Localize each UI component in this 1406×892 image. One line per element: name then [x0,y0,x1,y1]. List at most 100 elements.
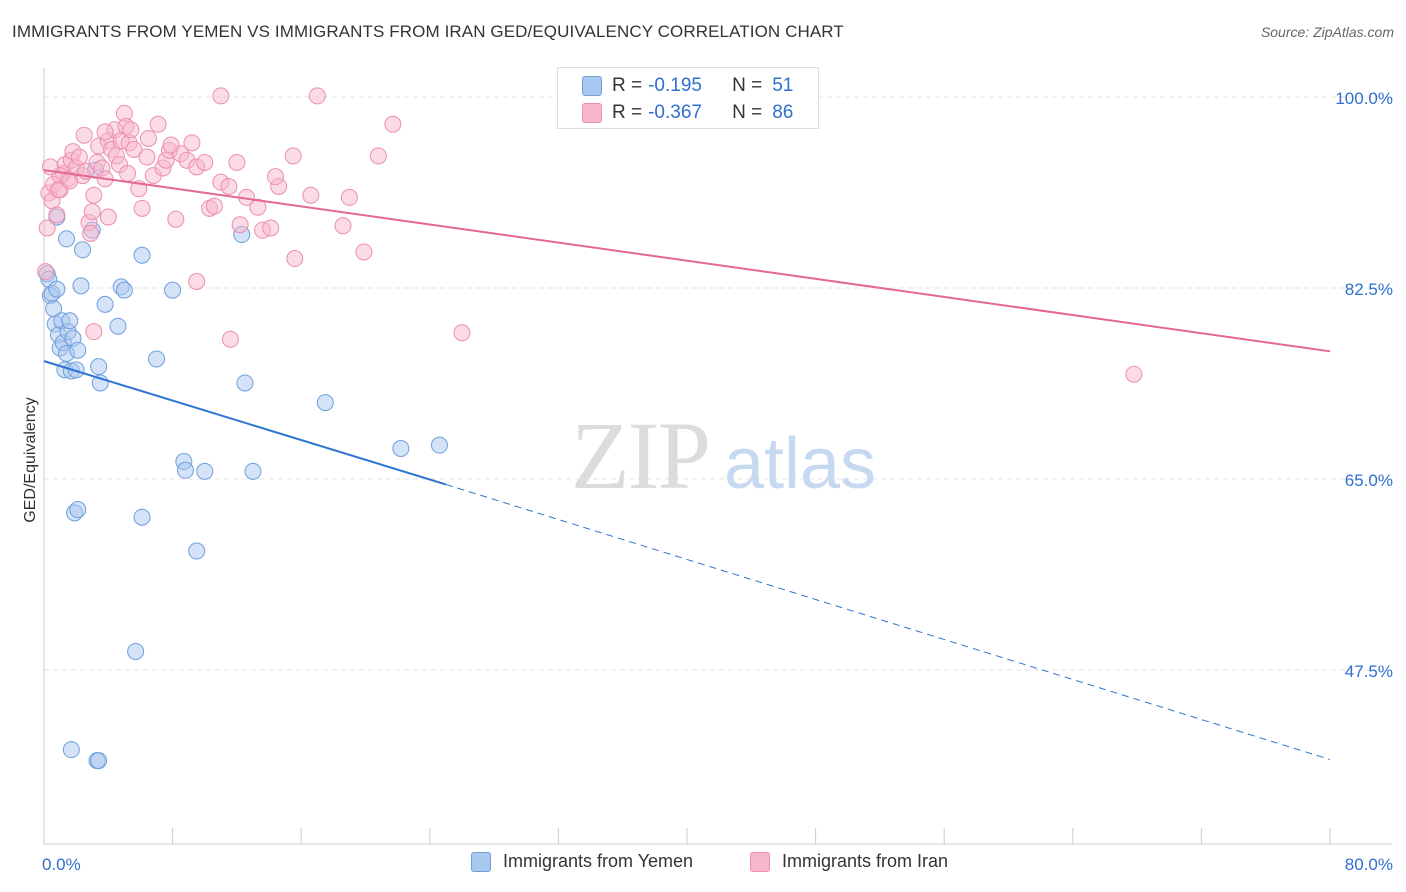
data-point-iran [48,206,66,224]
data-point-iran [37,263,55,281]
data-point-yemen [188,542,206,560]
data-point-iran [284,147,302,165]
legend-item-yemen[interactable]: Immigrants from Yemen [471,851,693,872]
data-point-iran [183,134,201,152]
r-value-iran: -0.367 [648,102,702,123]
data-point-yemen [62,741,80,759]
n-label: N = [732,75,763,96]
y-tick-label: 100.0% [1335,89,1393,108]
data-point-yemen [133,508,151,526]
data-point-iran [82,224,100,242]
data-point-iran [221,330,239,348]
data-point-yemen [69,341,87,359]
data-point-iran [188,272,206,290]
data-point-iran [308,87,326,105]
r-value-yemen: -0.195 [648,75,702,96]
correlation-legend: R = -0.195 N = 51 R = -0.367 N = 86 [557,67,819,129]
data-point-yemen [148,350,166,368]
data-point-iran [119,164,137,182]
source-label: Source: ZipAtlas.com [1260,24,1394,40]
series-legend: Immigrants from Yemen Immigrants from Ir… [0,851,1406,879]
data-point-iran [75,126,93,144]
trend-line-yemen [43,360,447,486]
data-point-iran [453,324,471,342]
data-point-iran [38,219,56,237]
data-point-iran [83,203,101,221]
data-point-iran [266,168,284,186]
data-point-iran [85,323,103,341]
y-axis-title: GED/Equivalency [22,397,39,522]
data-point-iran [162,136,180,154]
data-point-iran [196,153,214,171]
data-point-yemen [316,394,334,412]
data-point-iran [384,115,402,133]
legend-swatch-iran [582,103,602,123]
trend-line-dashed-yemen [445,483,1331,760]
data-point-yemen [90,358,108,376]
data-point-yemen [115,281,133,299]
data-point-iran [302,186,320,204]
r-label: R = [612,75,643,96]
data-point-yemen [58,230,76,248]
legend-row-iran: R = -0.367 N = 86 [582,101,793,125]
data-point-yemen [61,312,79,330]
chart-title: IMMIGRANTS FROM YEMEN VS IMMIGRANTS FROM… [12,22,844,41]
data-point-iran [205,197,223,215]
legend-label-yemen: Immigrants from Yemen [503,851,694,871]
data-point-yemen [196,462,214,480]
data-point-iran [231,216,249,234]
data-point-yemen [74,241,92,259]
data-point-iran [249,198,267,216]
x-tick-label: 0.0% [42,855,81,874]
data-point-iran [262,219,280,237]
data-point-iran [212,87,230,105]
n-value-iran: 86 [772,102,794,123]
data-point-yemen [109,317,127,335]
data-point-yemen [48,280,66,298]
data-point-yemen [176,461,194,479]
data-point-iran [286,250,304,268]
data-point-yemen [133,246,151,264]
data-point-iran [85,186,103,204]
legend-item-iran[interactable]: Immigrants from Iran [750,851,948,872]
y-tick-label: 65.0% [1345,471,1393,490]
trend-line-iran [43,169,1331,353]
y-tick-label: 47.5% [1345,662,1393,681]
watermark-atlas: atlas [724,424,876,504]
data-point-yemen [164,281,182,299]
data-point-iran [138,148,156,166]
legend-label-iran: Immigrants from Iran [782,851,949,871]
data-point-iran [228,153,246,171]
data-point-iran [369,147,387,165]
data-point-iran [49,181,67,199]
data-point-iran [355,243,373,261]
data-point-yemen [69,501,87,519]
data-point-yemen [72,277,90,295]
data-point-iran [340,188,358,206]
data-point-iran [96,123,114,141]
data-point-iran [125,140,143,158]
data-point-iran [122,121,140,139]
legend-swatch-yemen [471,851,491,872]
data-point-iran [167,210,185,228]
data-point-iran [139,129,157,147]
x-tick-label: 80.0% [1345,855,1393,874]
n-value-yemen: 51 [772,75,794,96]
data-point-yemen [127,642,145,660]
data-point-iran [133,199,151,217]
data-point-yemen [67,361,85,379]
data-point-iran [70,148,88,166]
data-point-yemen [236,374,254,392]
data-point-yemen [96,295,114,313]
data-point-iran [1125,365,1143,383]
legend-swatch-iran [750,851,770,872]
data-point-yemen [244,462,262,480]
y-tick-label: 82.5% [1345,280,1393,299]
data-point-iran [334,217,352,235]
watermark-zip: ZIP [571,402,709,509]
data-point-yemen [430,436,448,454]
data-point-iran [99,208,117,226]
data-point-yemen [90,752,108,770]
data-point-iran [149,115,167,133]
